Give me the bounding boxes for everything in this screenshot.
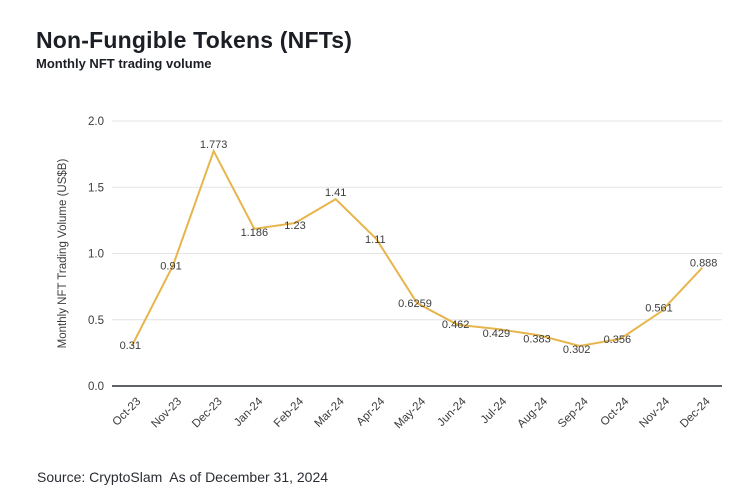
data-label: 1.11 bbox=[365, 234, 386, 246]
y-tick-label: 1.5 bbox=[88, 182, 104, 194]
data-label: 1.23 bbox=[284, 220, 305, 232]
data-label: 0.561 bbox=[645, 303, 673, 315]
y-tick-label: 0.5 bbox=[88, 315, 104, 327]
data-label: 0.462 bbox=[442, 319, 470, 331]
x-tick-label: Jul-24 bbox=[479, 395, 510, 426]
data-label: 0.888 bbox=[690, 257, 718, 269]
x-tick-label: Oct-24 bbox=[599, 395, 632, 428]
x-tick-label: Aug-24 bbox=[515, 395, 550, 430]
x-tick-label: Nov-23 bbox=[149, 396, 184, 431]
page-title: Non-Fungible Tokens (NFTs) bbox=[36, 27, 353, 54]
x-tick-label: Dec-23 bbox=[190, 396, 225, 431]
y-axis-title: Monthly NFT Trading Volume (US$B) bbox=[57, 159, 69, 349]
data-label: 0.91 bbox=[160, 260, 181, 272]
y-tick-label: 2.0 bbox=[88, 116, 104, 128]
data-label: 0.356 bbox=[604, 334, 632, 346]
x-tick-label: Nov-24 bbox=[637, 395, 672, 430]
data-label: 1.773 bbox=[200, 139, 228, 151]
data-label: 0.6259 bbox=[398, 298, 432, 310]
x-tick-label: Mar-24 bbox=[313, 395, 348, 430]
trend-line bbox=[131, 148, 703, 348]
x-tick-label: Dec-24 bbox=[678, 395, 713, 430]
chart-subtitle: Monthly NFT trading volume bbox=[36, 56, 212, 71]
x-tick-label: Jan-24 bbox=[232, 395, 266, 429]
x-tick-label: Oct-23 bbox=[111, 396, 144, 429]
y-tick-label: 0.0 bbox=[88, 381, 104, 393]
x-tick-label: May-24 bbox=[393, 395, 429, 431]
x-tick-label: Apr-24 bbox=[355, 395, 388, 428]
data-label: 1.41 bbox=[325, 187, 346, 199]
nft-volume-chart: 0.0 0.5 1.0 1.5 2.0 Monthly NFT Trading Volum… bbox=[0, 95, 750, 447]
x-tick-label: Feb-24 bbox=[272, 395, 307, 430]
data-label: 0.302 bbox=[563, 344, 591, 356]
data-label: 0.383 bbox=[523, 333, 551, 345]
x-tick-label: Sep-24 bbox=[556, 395, 591, 430]
x-tick-label: Jun-24 bbox=[435, 395, 469, 429]
data-label: 0.31 bbox=[120, 340, 141, 352]
line-chart-canvas: 0.0 0.5 1.0 1.5 2.0 Monthly NFT Trading Volum… bbox=[57, 116, 722, 431]
data-label: 1.186 bbox=[241, 227, 269, 239]
y-tick-label: 1.0 bbox=[88, 249, 104, 261]
source-note: Source: CryptoSlam As of December 31, 20… bbox=[37, 469, 329, 485]
data-label: 0.429 bbox=[483, 328, 511, 340]
